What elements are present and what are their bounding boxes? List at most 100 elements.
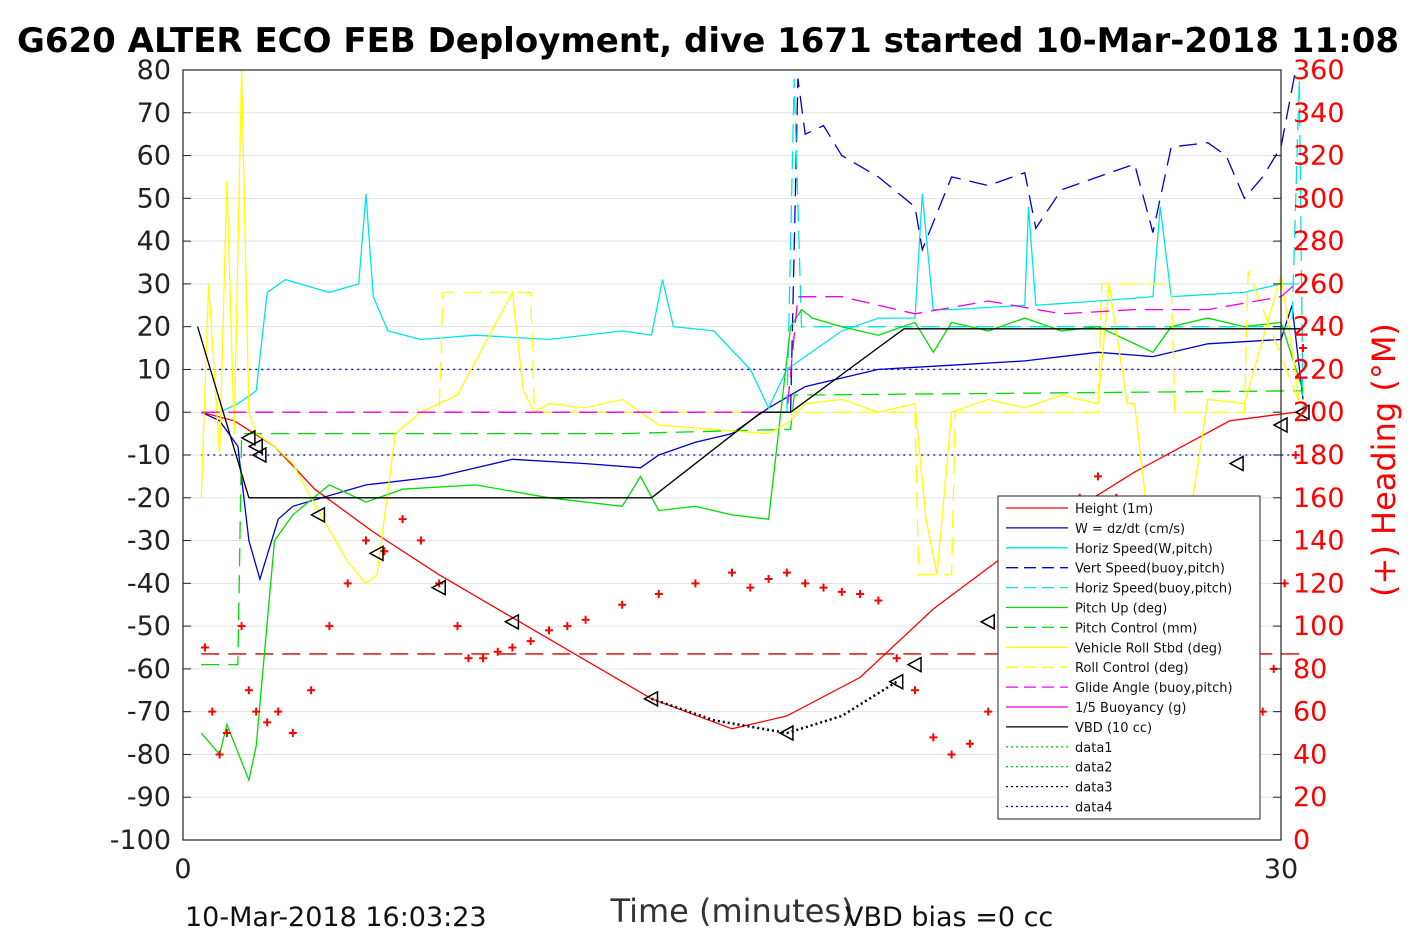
- y-tick-label: -50: [127, 611, 171, 642]
- heading-marker: [398, 515, 407, 524]
- heading-marker: [837, 587, 846, 596]
- series-glide: [201, 283, 1297, 413]
- triangle-marker: [503, 613, 520, 631]
- heading-marker: [464, 654, 473, 663]
- series-horiz_speed_buoy: [786, 78, 1304, 413]
- legend-label: 1/5 Buoyancy (g): [1075, 701, 1186, 716]
- right-tick-label: 360: [1293, 55, 1345, 86]
- triangle-marker: [240, 429, 256, 447]
- heading-marker: [911, 686, 919, 695]
- heading-marker: [746, 583, 755, 592]
- heading-marker: [947, 750, 956, 759]
- heading-marker: [263, 718, 272, 727]
- y-tick-label: -10: [127, 440, 171, 471]
- series-pitch: [200, 308, 1304, 783]
- x-tick-label: 30: [1264, 854, 1298, 885]
- heading-marker: [563, 622, 572, 631]
- right-tick-label: 140: [1293, 526, 1345, 557]
- y-tick-label: 20: [137, 312, 171, 343]
- heading-marker: [453, 622, 462, 631]
- heading-marker: [581, 615, 590, 624]
- heading-marker: [380, 547, 389, 556]
- legend-label: Pitch Control (mm): [1075, 621, 1197, 636]
- legend-label: Pitch Up (deg): [1075, 602, 1167, 617]
- heading-marker: [215, 750, 224, 759]
- y-tick-label: 0: [154, 397, 171, 428]
- right-tick-label: 300: [1293, 183, 1345, 214]
- legend-label: data2: [1075, 761, 1113, 776]
- series-dotted-segment: [651, 680, 898, 735]
- legend-box: [997, 495, 1261, 820]
- series-roll: [200, 69, 1300, 585]
- right-tick-label: 280: [1293, 226, 1345, 257]
- triangle-marker: [430, 579, 446, 596]
- heading-marker: [288, 729, 297, 738]
- heading-marker: [545, 626, 553, 635]
- triangle-marker: [1228, 455, 1244, 472]
- heading-marker: [984, 707, 993, 716]
- y-tick-label: 40: [137, 226, 171, 257]
- triangle-marker: [309, 506, 326, 524]
- heading-marker: [508, 643, 517, 652]
- right-tick-label: 260: [1293, 269, 1345, 300]
- heading-marker: [819, 583, 828, 592]
- legend-label: Vehicle Roll Stbd (deg): [1075, 641, 1222, 656]
- y-tick-label: -70: [127, 697, 171, 728]
- right-tick-label: 180: [1293, 440, 1345, 471]
- right-tick-label: 60: [1293, 697, 1327, 728]
- heading-marker: [208, 707, 217, 716]
- heading-marker: [929, 733, 938, 742]
- right-tick-label: 100: [1293, 611, 1345, 642]
- heading-marker: [801, 579, 810, 588]
- y-tick-label: -90: [127, 782, 171, 813]
- y-tick-label: 30: [137, 269, 171, 300]
- right-tick-label: 220: [1293, 354, 1345, 385]
- series-pitch_control: [201, 390, 1304, 666]
- legend-label: Vert Speed(buoy,pitch): [1075, 562, 1225, 577]
- triangle-marker: [251, 446, 267, 464]
- right-axis-label: (+) Heading (°M): [1365, 323, 1403, 597]
- legend-label: Glide Angle (buoy,pitch): [1075, 681, 1233, 696]
- right-tick-label: 20: [1293, 782, 1327, 813]
- x-axis-label: Time (minutes): [610, 892, 854, 930]
- legend-label: data4: [1075, 801, 1113, 816]
- y-tick-label: 50: [137, 183, 171, 214]
- legend-label: data3: [1075, 781, 1113, 796]
- right-tick-label: 200: [1293, 397, 1345, 428]
- footer-vbd-bias: VBD bias =0 cc: [845, 902, 1053, 933]
- heading-marker: [493, 647, 502, 656]
- heading-marker: [526, 637, 535, 646]
- y-tick-label: -30: [127, 526, 171, 557]
- heading-marker: [728, 568, 736, 577]
- heading-marker: [362, 536, 370, 545]
- series-horiz_speed: [219, 194, 1300, 413]
- x-tick-label: 0: [174, 854, 191, 885]
- heading-marker: [764, 575, 773, 584]
- legend-label: Horiz Speed(buoy,pitch): [1075, 582, 1232, 597]
- series-w: [201, 305, 1304, 582]
- legend: Height (1m) W = dz/dt (cm/s) Horiz Speed(W…: [997, 495, 1261, 820]
- heading-marker: [874, 596, 883, 605]
- right-tick-label: 120: [1293, 568, 1345, 599]
- triangle-marker: [778, 724, 794, 742]
- right-tick-label: 320: [1293, 141, 1345, 172]
- triangle-marker: [979, 613, 995, 631]
- heading-marker: [782, 568, 791, 577]
- y-tick-label: -100: [110, 825, 171, 856]
- heading-marker: [343, 579, 352, 588]
- heading-marker: [654, 590, 663, 599]
- series-vert_speed_buoy: [789, 69, 1297, 413]
- legend-label: Roll Control (deg): [1075, 661, 1189, 676]
- right-tick-label: 240: [1293, 312, 1345, 343]
- right-tick-label: 40: [1293, 739, 1327, 770]
- chart-title: G620 ALTER ECO FEB Deployment, dive 1671…: [17, 21, 1399, 61]
- y-tick-label: 60: [137, 141, 171, 172]
- right-tick-label: 340: [1293, 98, 1345, 129]
- heading-marker: [1094, 472, 1102, 481]
- triangle-marker: [906, 656, 922, 673]
- heading-marker: [200, 643, 209, 652]
- legend-label: Horiz Speed(W,pitch): [1075, 542, 1213, 557]
- heading-marker: [479, 654, 488, 663]
- legend-label: Height (1m): [1075, 502, 1153, 517]
- heading-marker: [1291, 451, 1300, 459]
